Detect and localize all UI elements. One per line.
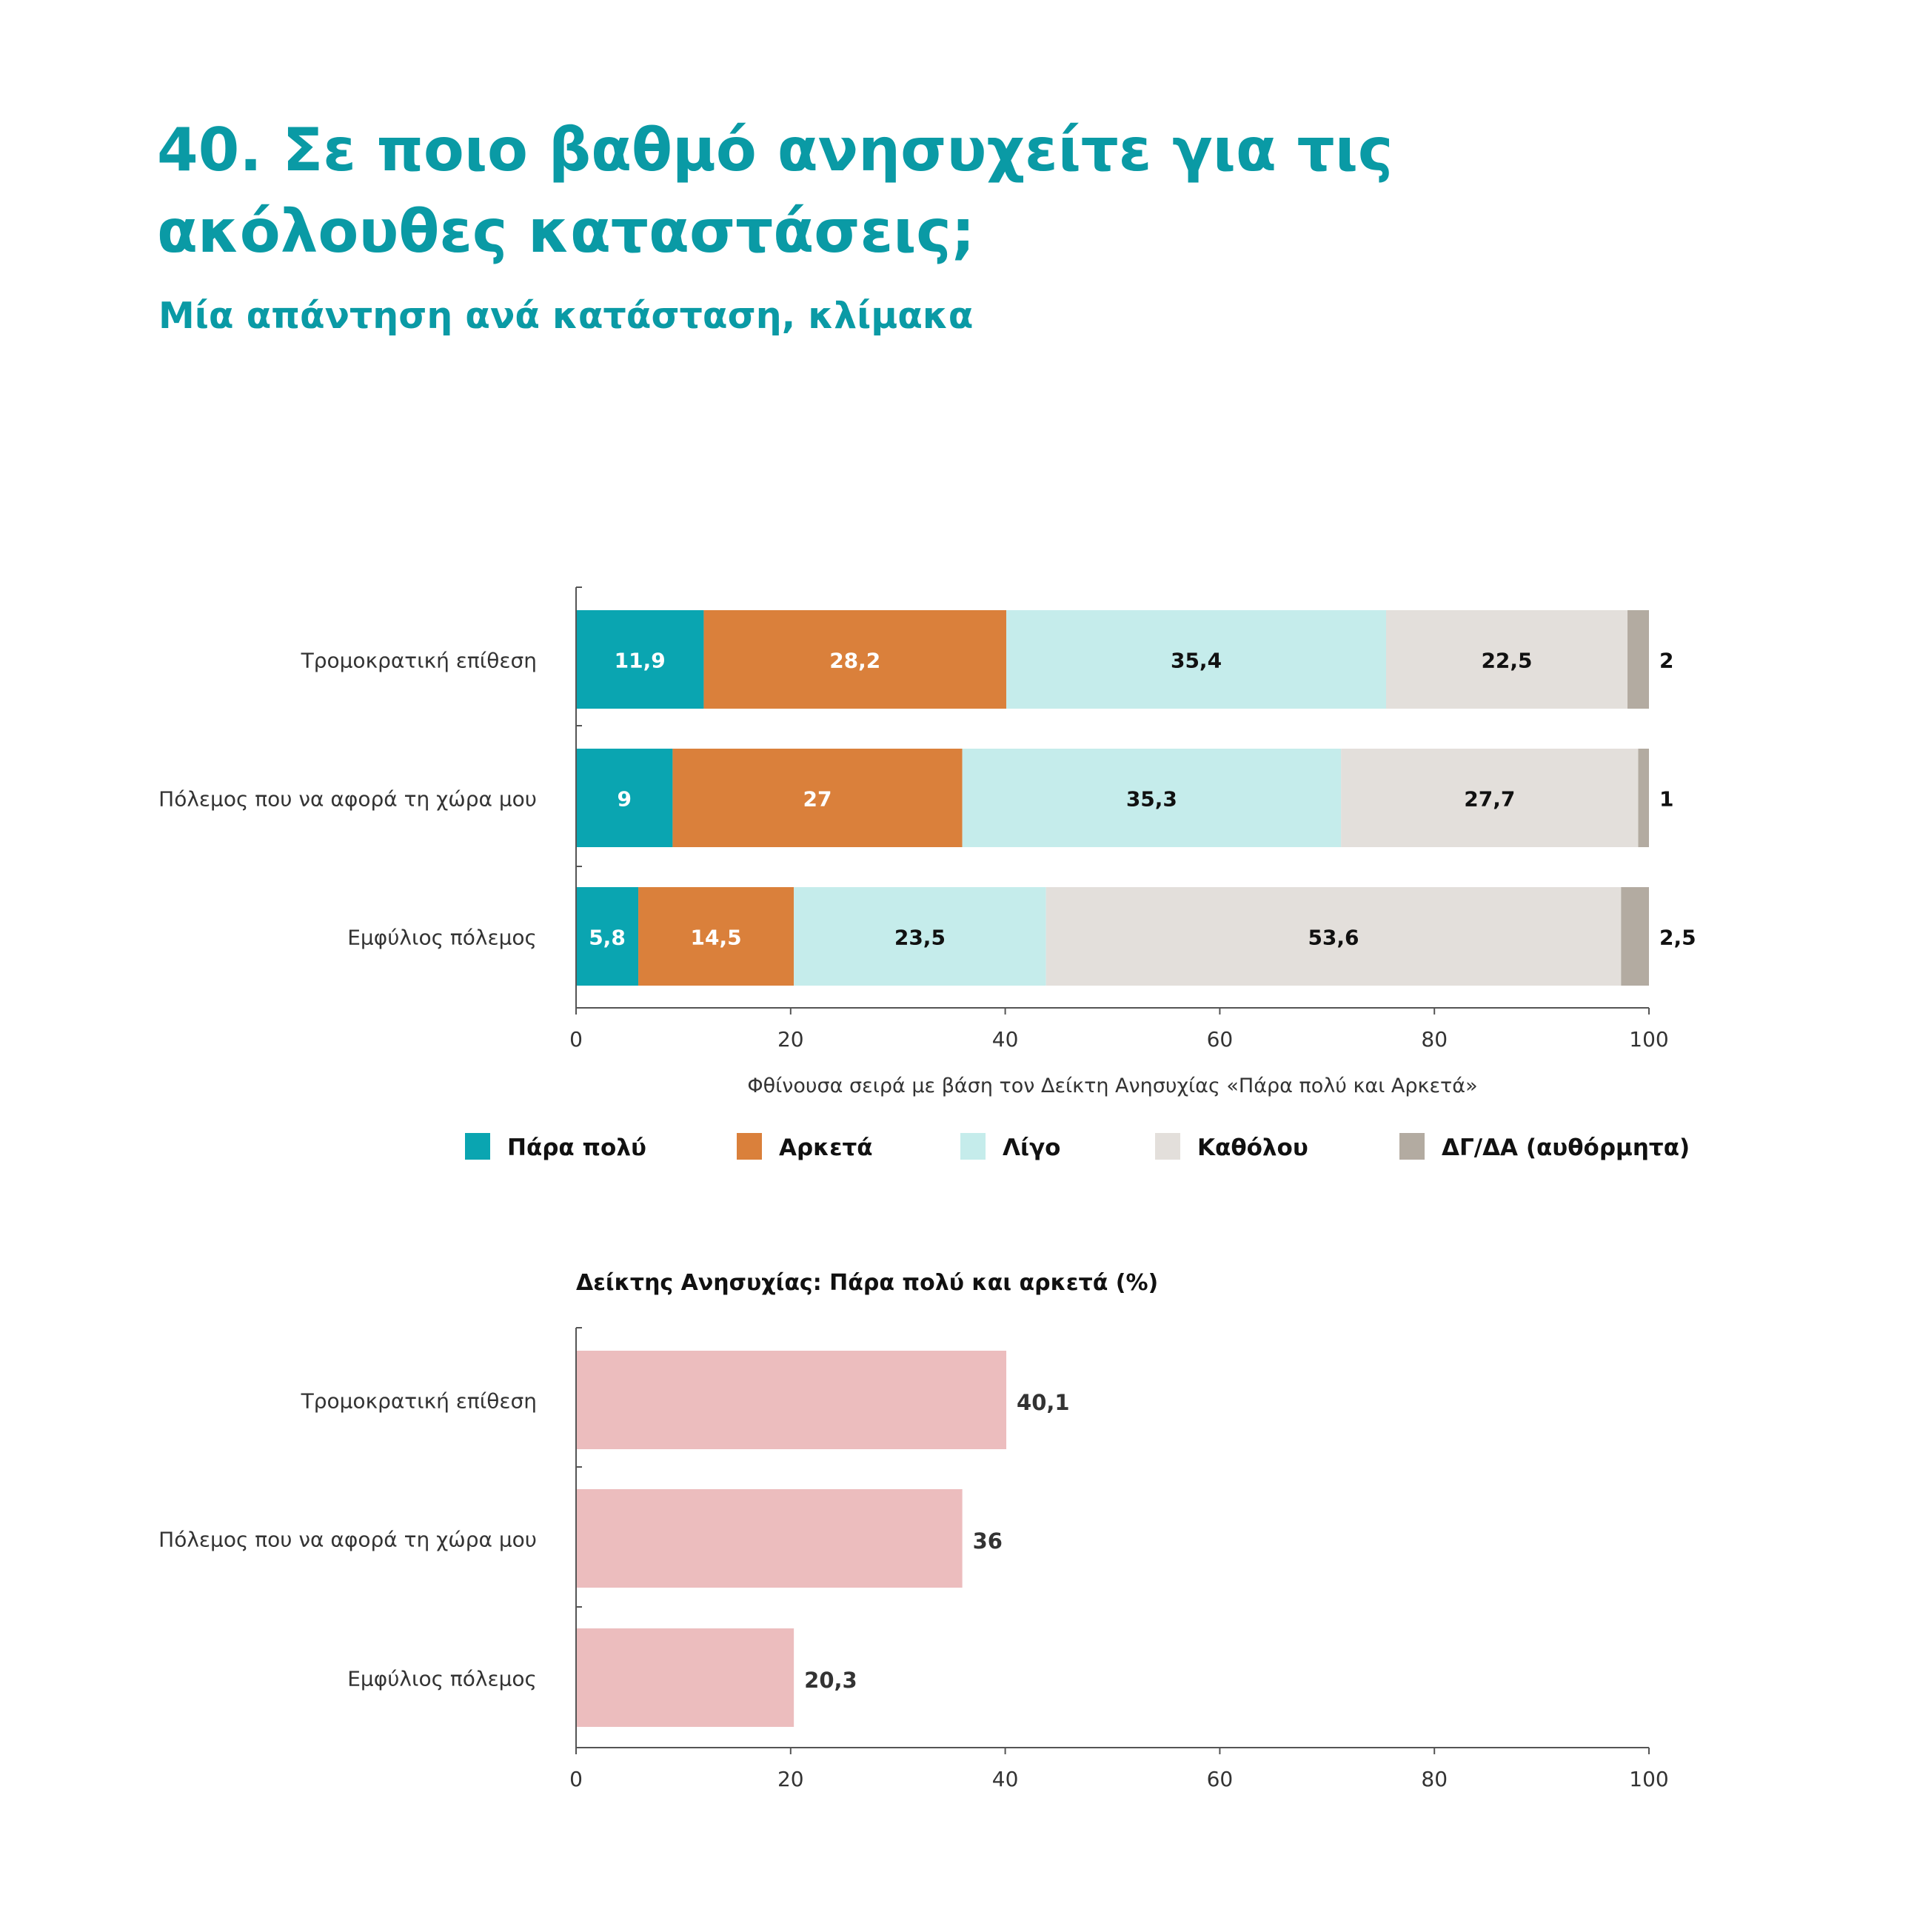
x-tick-label: 0: [569, 1767, 583, 1791]
bar-segment: [1341, 749, 1639, 847]
category-label: Τρομοκρατική επίθεση: [301, 1389, 537, 1414]
x-tick-label: 60: [1207, 1767, 1234, 1791]
bar-segment: [672, 749, 963, 847]
data-label: 5,8: [589, 926, 626, 950]
bar-segment: [1627, 610, 1649, 709]
x-tick-label: 40: [992, 1027, 1019, 1052]
x-tick-label: 80: [1421, 1767, 1448, 1791]
bar-segment: [638, 887, 794, 986]
x-tick-label: 100: [1629, 1027, 1668, 1052]
category-label: Πόλεμος που να αφορά τη χώρα μου: [158, 787, 537, 812]
bar-segment: [1621, 887, 1649, 986]
data-label: 35,4: [1171, 649, 1222, 673]
index-bar: [576, 1351, 1007, 1449]
x-tick-label: 0: [569, 1027, 583, 1052]
x-tick-label: 40: [992, 1767, 1019, 1791]
legend-swatch: [960, 1133, 986, 1160]
data-label: 14,5: [691, 926, 742, 950]
category-label: Τρομοκρατική επίθεση: [301, 649, 537, 673]
data-label: 40,1: [1017, 1390, 1070, 1415]
data-label: 23,5: [894, 926, 946, 950]
data-label: 28,2: [829, 649, 880, 673]
data-label: 27,7: [1464, 787, 1515, 812]
index-bar: [576, 1628, 794, 1727]
data-label: 2,5: [1659, 926, 1696, 950]
legend-label: ΔΓ/ΔΑ (αυθόρμητα): [1442, 1134, 1690, 1161]
x-tick-label: 20: [777, 1767, 804, 1791]
bar-segment: [576, 749, 673, 847]
bar-segment: [794, 887, 1046, 986]
category-label: Πόλεμος που να αφορά τη χώρα μου: [158, 1528, 537, 1552]
legend-swatch: [1399, 1133, 1425, 1160]
x-tick-label: 20: [777, 1027, 804, 1052]
data-label: 53,6: [1308, 926, 1359, 950]
bar-segment: [576, 887, 639, 986]
page-title: 40. Σε ποιο βαθμό ανησυχείτε για τις ακό…: [157, 116, 1394, 266]
bar-segment: [1046, 887, 1622, 986]
bar-segment: [962, 749, 1342, 847]
data-label: 2: [1659, 649, 1673, 673]
chart-title: Δείκτης Ανησυχίας: Πάρα πολύ και αρκετά …: [576, 1270, 1158, 1296]
legend-swatch: [737, 1133, 762, 1160]
data-label: 27: [803, 787, 832, 812]
bar-segment: [1006, 610, 1386, 709]
page-subtitle: Μία απάντηση ανά κατάσταση, κλίμακα: [158, 295, 974, 337]
data-label: 22,5: [1481, 649, 1532, 673]
legend-label: Πάρα πολύ: [507, 1134, 646, 1161]
data-label: 36: [973, 1528, 1003, 1554]
x-tick-label: 60: [1207, 1027, 1234, 1052]
legend-label: Αρκετά: [779, 1134, 873, 1161]
x-tick-label: 80: [1421, 1027, 1448, 1052]
data-label: 1: [1659, 787, 1673, 812]
data-label: 20,3: [804, 1668, 857, 1693]
x-tick-label: 100: [1629, 1767, 1668, 1791]
data-label: 9: [617, 787, 631, 812]
bar-segment: [576, 610, 704, 709]
x-axis-label: Φθίνουσα σειρά με βάση τον Δείκτη Ανησυχ…: [747, 1074, 1477, 1097]
data-label: 35,3: [1126, 787, 1177, 812]
legend-swatch: [465, 1133, 490, 1160]
legend-label: Λίγο: [1003, 1134, 1060, 1161]
legend-label: Καθόλου: [1197, 1134, 1308, 1161]
bar-segment: [1638, 749, 1649, 847]
category-label: Εμφύλιος πόλεμος: [347, 926, 537, 950]
category-label: Εμφύλιος πόλεμος: [347, 1667, 537, 1691]
legend-swatch: [1155, 1133, 1180, 1160]
bar-segment: [703, 610, 1007, 709]
bar-segment: [1385, 610, 1628, 709]
index-bar: [576, 1489, 963, 1588]
data-label: 11,9: [615, 649, 666, 673]
